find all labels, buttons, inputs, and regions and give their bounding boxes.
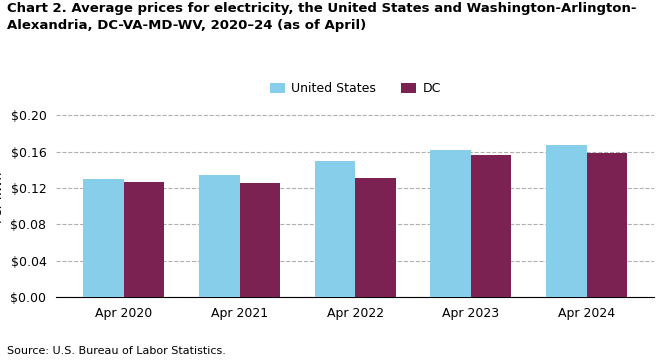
Bar	[587, 153, 627, 297]
Legend: United States, DC: United States, DC	[265, 77, 446, 100]
Bar	[430, 150, 471, 297]
Bar	[315, 161, 356, 297]
Text: Source: U.S. Bureau of Labor Statistics.: Source: U.S. Bureau of Labor Statistics.	[7, 346, 225, 356]
Bar	[546, 145, 587, 297]
Bar	[199, 175, 239, 297]
Y-axis label: Per kWh: Per kWh	[0, 171, 5, 223]
Text: Chart 2. Average prices for electricity, the United States and Washington-Arling: Chart 2. Average prices for electricity,…	[7, 2, 636, 32]
Bar	[83, 179, 124, 297]
Bar	[356, 178, 396, 297]
Bar	[471, 155, 512, 297]
Bar	[239, 184, 280, 297]
Bar	[124, 182, 165, 297]
